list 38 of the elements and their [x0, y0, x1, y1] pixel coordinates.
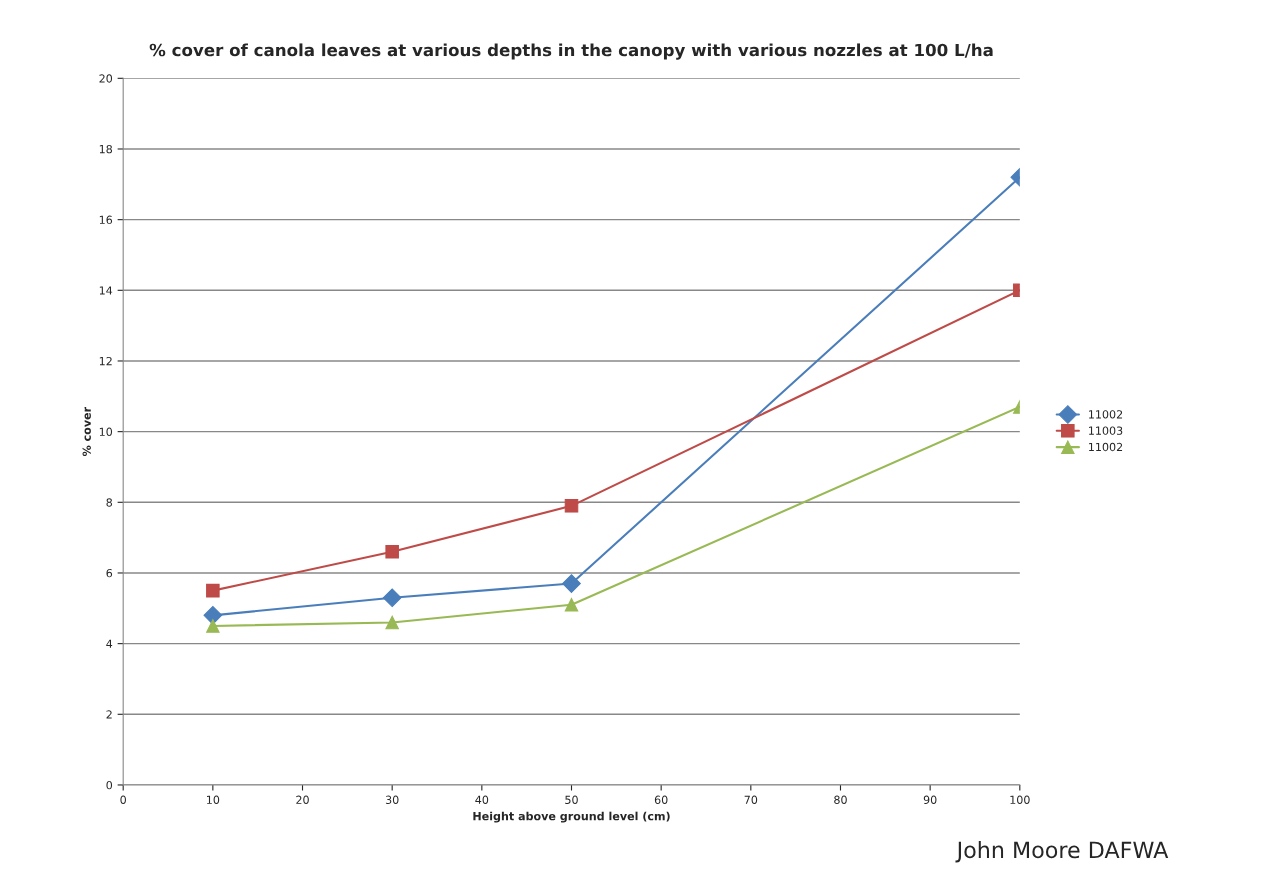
y-tick-label: 20	[99, 74, 113, 83]
text: John Moore DAFWA	[955, 841, 1169, 863]
point	[203, 606, 223, 625]
legend-label: 11003	[1089, 426, 1123, 435]
point	[562, 574, 581, 593]
x-tick-label: 0	[120, 795, 126, 804]
x-tick-label: 80	[834, 795, 847, 804]
x-tick-label: 60	[654, 795, 668, 804]
y-tick-label: 4	[106, 639, 113, 648]
y-tick-label: 18	[99, 144, 113, 154]
x-axis-title: Height above ground level (cm)	[473, 811, 670, 823]
x-tick-label: 10	[207, 795, 220, 804]
legend-label: 11002	[1089, 442, 1123, 452]
legend-label: 11002	[1089, 410, 1123, 419]
y-tick-label: 8	[106, 498, 113, 507]
point	[382, 588, 402, 608]
x-tick-label: 40	[475, 795, 489, 804]
point	[206, 583, 220, 598]
y-axis-title: % cover	[82, 406, 91, 457]
y-tick-label: 12	[99, 356, 112, 366]
y-tick-label: 6	[106, 568, 113, 578]
x-tick-label: 50	[565, 795, 578, 804]
y-tick-label: 10	[99, 427, 113, 437]
point	[385, 615, 399, 630]
y-tick-label: 2	[106, 710, 112, 719]
point	[206, 619, 220, 633]
y-tick-label: 16	[99, 215, 113, 225]
x-tick-label: 100	[1010, 795, 1030, 804]
point	[564, 598, 579, 612]
x-tick-label: 70	[744, 795, 758, 804]
y-tick-label: 14	[99, 286, 113, 295]
x-tick-label: 30	[385, 795, 399, 804]
y-tick-label: 0	[106, 780, 113, 790]
x-tick-label: 20	[296, 795, 309, 804]
point	[564, 499, 579, 513]
x-tick-label: 90	[923, 795, 937, 804]
chart-title: % cover of canola leaves at various depths in the canopy with various nozzles at 100 L/ha	[149, 43, 993, 60]
point	[385, 545, 399, 559]
